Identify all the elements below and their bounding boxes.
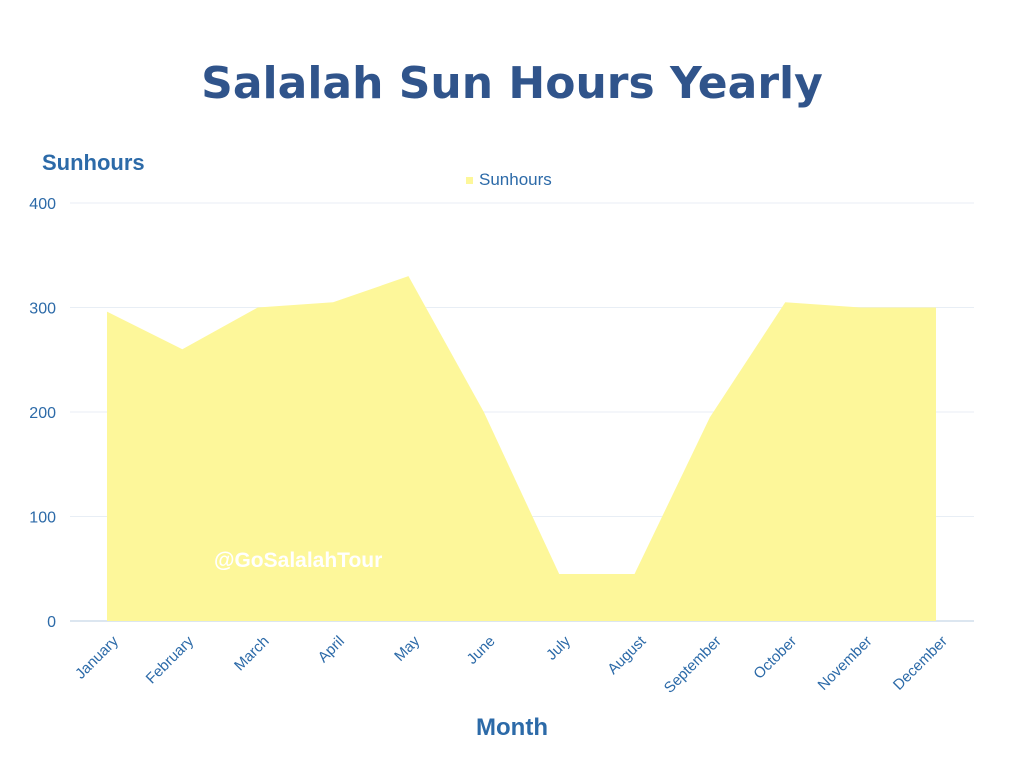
x-tick-label: June <box>464 633 499 668</box>
x-axis-title: Month <box>476 714 548 741</box>
x-tick-label: July <box>543 632 574 663</box>
x-tick-label: November <box>815 633 876 694</box>
x-tick-label: January <box>72 632 122 682</box>
y-tick-label: 200 <box>29 405 56 422</box>
x-tick-label: March <box>231 633 272 674</box>
y-tick-label: 100 <box>29 510 56 527</box>
chart-title: Salalah Sun Hours Yearly <box>201 58 823 109</box>
sunhours-area <box>107 276 936 621</box>
x-tick-label: May <box>391 632 423 664</box>
y-axis-title: Sunhours <box>42 150 145 175</box>
x-tick-label: September <box>661 633 725 697</box>
x-tick-label: December <box>890 633 951 694</box>
y-tick-label: 300 <box>29 301 56 318</box>
watermark: @GoSalalahTour <box>214 549 383 572</box>
legend-label: Sunhours <box>479 170 552 189</box>
x-tick-label: October <box>750 633 800 683</box>
x-tick-label: August <box>604 632 650 678</box>
legend-swatch-icon <box>466 176 473 184</box>
y-tick-label: 400 <box>29 196 56 213</box>
legend: Sunhours <box>466 170 552 190</box>
y-tick-label: 0 <box>47 614 56 631</box>
x-tick-label: February <box>143 632 198 687</box>
x-tick-label: April <box>315 633 348 666</box>
